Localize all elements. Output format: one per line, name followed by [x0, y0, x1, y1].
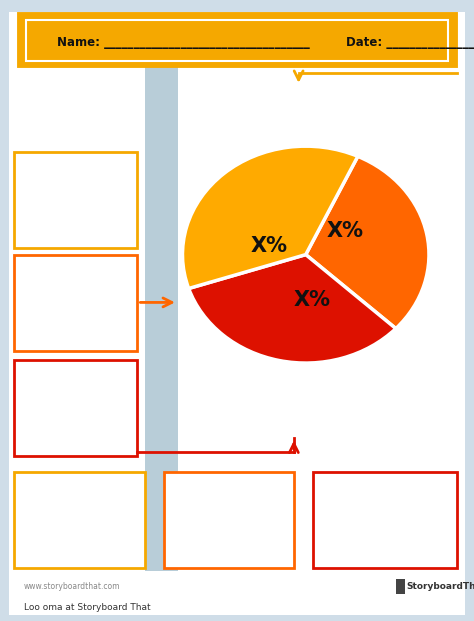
FancyBboxPatch shape: [9, 12, 465, 615]
FancyBboxPatch shape: [313, 472, 457, 568]
Wedge shape: [189, 255, 396, 363]
Text: Name: ___________________________________: Name: __________________________________…: [57, 36, 310, 48]
Text: www.storyboardthat.com: www.storyboardthat.com: [24, 582, 120, 591]
FancyBboxPatch shape: [14, 472, 145, 568]
Text: X%: X%: [250, 236, 287, 256]
FancyBboxPatch shape: [14, 360, 137, 456]
FancyBboxPatch shape: [145, 56, 178, 571]
FancyBboxPatch shape: [14, 255, 137, 351]
Text: StoryboardThat: StoryboardThat: [407, 582, 474, 591]
FancyBboxPatch shape: [164, 472, 294, 568]
Text: X%: X%: [327, 220, 364, 241]
Text: Loo oma at Storyboard That: Loo oma at Storyboard That: [24, 603, 150, 612]
FancyBboxPatch shape: [26, 20, 448, 61]
FancyBboxPatch shape: [14, 152, 137, 248]
Text: X%: X%: [293, 290, 330, 310]
Wedge shape: [306, 156, 429, 329]
FancyBboxPatch shape: [396, 579, 405, 594]
Wedge shape: [182, 146, 358, 289]
FancyBboxPatch shape: [19, 14, 455, 65]
Text: Date: _______________: Date: _______________: [346, 36, 474, 48]
